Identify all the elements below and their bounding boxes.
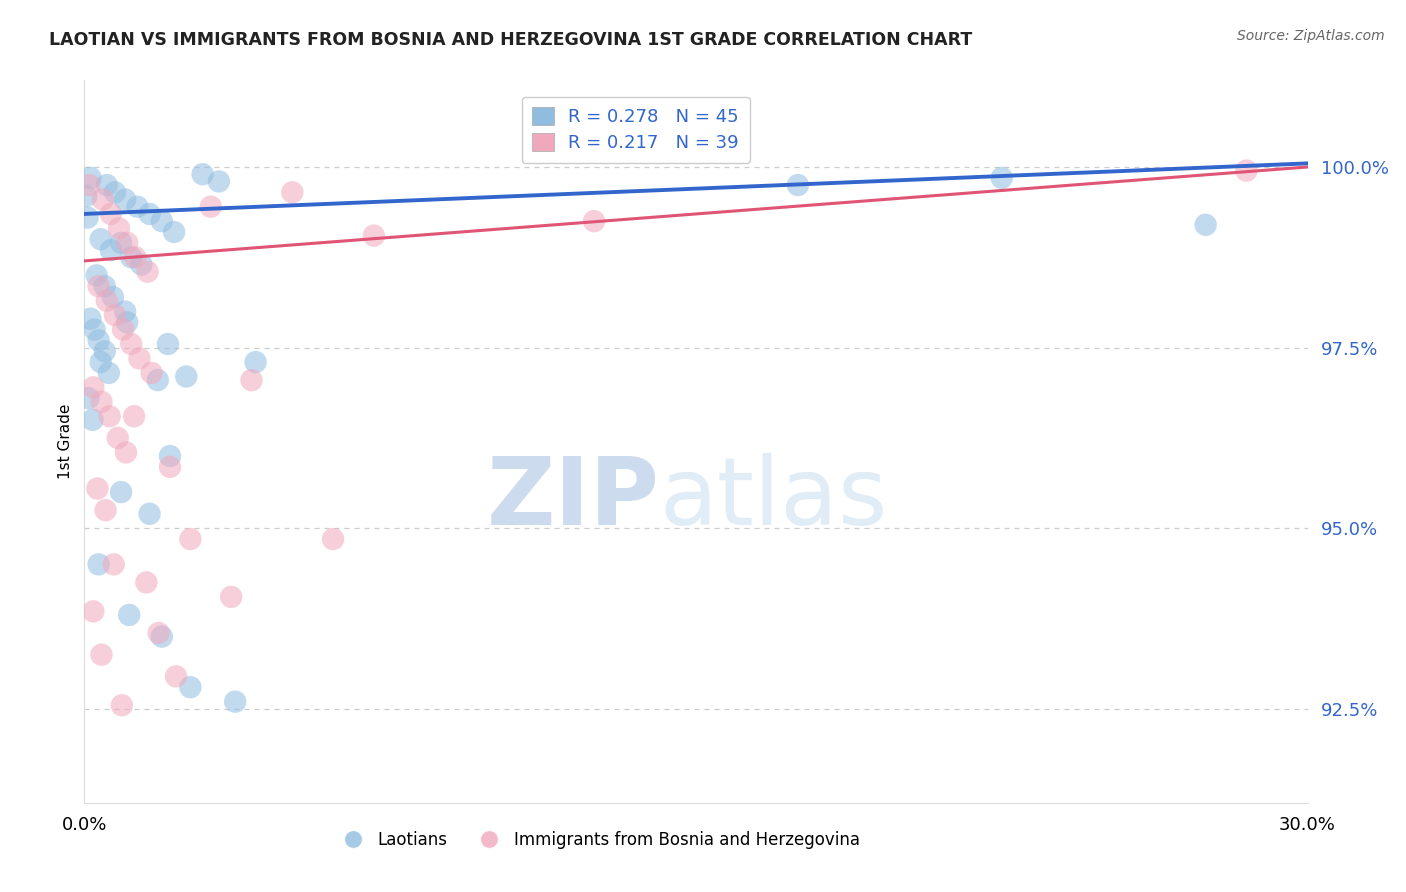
- Point: [131, 258, 153, 272]
- Point: [87, 279, 110, 293]
- Point: [98, 409, 121, 424]
- Point: [136, 265, 159, 279]
- Point: [103, 558, 125, 572]
- Point: [991, 170, 1014, 185]
- Point: [150, 630, 173, 644]
- Point: [138, 507, 160, 521]
- Text: LAOTIAN VS IMMIGRANTS FROM BOSNIA AND HERZEGOVINA 1ST GRADE CORRELATION CHART: LAOTIAN VS IMMIGRANTS FROM BOSNIA AND HE…: [49, 31, 973, 49]
- Point: [87, 558, 110, 572]
- Point: [90, 648, 112, 662]
- Point: [115, 235, 138, 250]
- Point: [159, 459, 181, 474]
- Point: [87, 334, 110, 348]
- Point: [104, 186, 127, 200]
- Point: [112, 322, 135, 336]
- Text: atlas: atlas: [659, 453, 887, 545]
- Point: [82, 413, 104, 427]
- Point: [108, 221, 131, 235]
- Point: [96, 178, 118, 192]
- Point: [148, 626, 170, 640]
- Point: [240, 373, 263, 387]
- Point: [100, 243, 122, 257]
- Text: ZIP: ZIP: [486, 453, 659, 545]
- Point: [124, 250, 146, 264]
- Point: [118, 607, 141, 622]
- Point: [281, 186, 304, 200]
- Point: [77, 391, 100, 405]
- Point: [219, 590, 242, 604]
- Point: [90, 394, 112, 409]
- Point: [787, 178, 810, 192]
- Point: [191, 167, 214, 181]
- Y-axis label: 1st Grade: 1st Grade: [58, 404, 73, 479]
- Point: [101, 290, 124, 304]
- Point: [245, 355, 267, 369]
- Point: [138, 207, 160, 221]
- Point: [141, 366, 163, 380]
- Point: [115, 315, 138, 329]
- Point: [75, 189, 97, 203]
- Point: [90, 232, 112, 246]
- Point: [93, 344, 115, 359]
- Point: [107, 431, 129, 445]
- Point: [135, 575, 157, 590]
- Point: [111, 698, 134, 713]
- Point: [1236, 163, 1258, 178]
- Point: [208, 174, 231, 188]
- Point: [363, 228, 385, 243]
- Point: [200, 200, 222, 214]
- Point: [179, 532, 201, 546]
- Point: [86, 482, 108, 496]
- Point: [86, 268, 108, 283]
- Point: [97, 366, 120, 380]
- Point: [79, 311, 101, 326]
- Point: [120, 250, 142, 264]
- Point: [159, 449, 181, 463]
- Text: Source: ZipAtlas.com: Source: ZipAtlas.com: [1237, 29, 1385, 43]
- Point: [110, 235, 132, 250]
- Point: [322, 532, 344, 546]
- Point: [146, 373, 169, 387]
- Point: [150, 214, 173, 228]
- Point: [156, 337, 179, 351]
- Point: [82, 380, 104, 394]
- Point: [104, 308, 127, 322]
- Point: [128, 351, 150, 366]
- Point: [224, 695, 246, 709]
- Point: [120, 337, 142, 351]
- Point: [583, 214, 606, 228]
- Point: [76, 211, 98, 225]
- Point: [90, 355, 112, 369]
- Point: [77, 178, 100, 192]
- Point: [127, 200, 149, 214]
- Point: [91, 193, 114, 207]
- Point: [110, 485, 132, 500]
- Point: [93, 279, 115, 293]
- Point: [82, 604, 104, 618]
- Point: [165, 669, 187, 683]
- Point: [83, 322, 105, 336]
- Point: [163, 225, 186, 239]
- Point: [115, 445, 138, 459]
- Point: [114, 193, 136, 207]
- Legend: Laotians, Immigrants from Bosnia and Herzegovina: Laotians, Immigrants from Bosnia and Her…: [329, 824, 868, 856]
- Point: [179, 680, 201, 694]
- Point: [79, 170, 101, 185]
- Point: [174, 369, 197, 384]
- Point: [96, 293, 118, 308]
- Point: [100, 207, 122, 221]
- Point: [122, 409, 145, 424]
- Point: [114, 304, 136, 318]
- Point: [94, 503, 117, 517]
- Point: [1195, 218, 1218, 232]
